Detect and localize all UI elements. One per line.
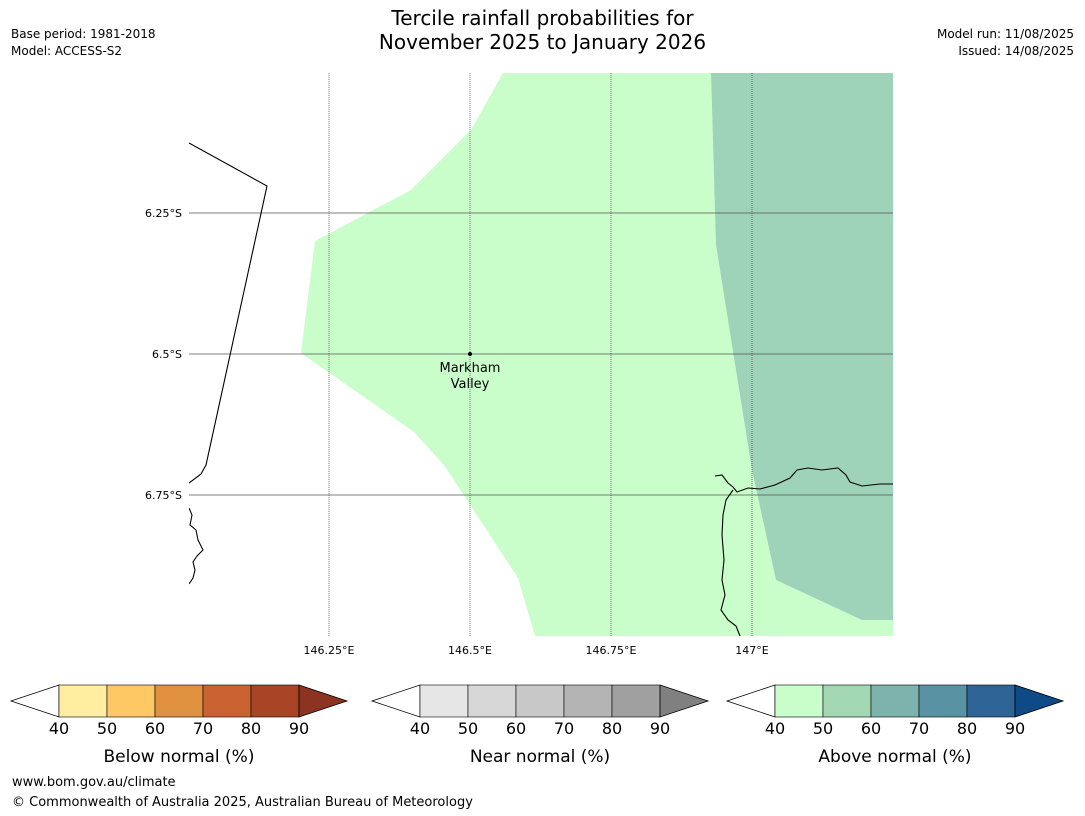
colorbar-segment (611, 684, 661, 718)
colorbar-tick-label: 90 (289, 719, 309, 738)
colorbar-title: Below normal (%) (104, 747, 255, 767)
lat-label-6-75: 6.75°S (145, 489, 182, 502)
coastlines (189, 142, 893, 636)
colorbar-segment (106, 684, 156, 718)
colorbar-segment (250, 684, 300, 718)
issued-date: Issued: 14/08/2025 (958, 44, 1074, 58)
model-name: Model: ACCESS-S2 (11, 44, 123, 58)
colorbar-above-normal: 40 50 60 70 80 90 Above normal (%) (725, 684, 1065, 767)
colorbar-tick-label: 70 (554, 719, 574, 738)
colorbar-tick-label: 40 (410, 719, 430, 738)
colorbar-tick-label: 60 (861, 719, 881, 738)
colorbar-near-normal: 40 50 60 70 80 90 Near normal (%) (370, 684, 710, 767)
colorbar-below-normal: 40 50 60 70 80 90 Below normal (%) (9, 684, 349, 767)
colorbar-segment (918, 684, 968, 718)
colorbar-extend-high (659, 684, 710, 718)
colorbar-segment (966, 684, 1016, 718)
colorbar-segment (154, 684, 204, 718)
colorbar-segment (822, 684, 872, 718)
place-label-line-1: Markham (440, 361, 501, 376)
map-area (189, 73, 893, 636)
colorbar-tick-label: 80 (602, 719, 622, 738)
colorbar-segment (870, 684, 920, 718)
colorbar-segment (419, 684, 469, 718)
model-run: Model run: 11/08/2025 (936, 27, 1074, 41)
gridlines (189, 73, 893, 636)
colorbar-tick-label: 60 (145, 719, 165, 738)
colorbar-tick-label: 80 (957, 719, 977, 738)
colorbar-tick-label: 50 (458, 719, 478, 738)
place-marker (468, 352, 472, 356)
colorbar-tick-label: 60 (506, 719, 526, 738)
colorbar-segment (563, 684, 613, 718)
colorbar-segment (202, 684, 252, 718)
footer-copyright: © Commonwealth of Australia 2025, Austra… (12, 795, 473, 810)
region-above-50-60 (711, 73, 893, 620)
meta-left: Base period: 1981-2018 Model: ACCESS-S2 (11, 26, 156, 60)
colorbar-segment (774, 684, 824, 718)
colorbar-tick-label: 90 (1005, 719, 1025, 738)
coastline-huon-gulf (714, 467, 893, 493)
colorbar-tick-label: 70 (909, 719, 929, 738)
colorbar-segment (58, 684, 108, 718)
lon-label-146-25: 146.25°E (304, 644, 355, 657)
border-line (189, 142, 268, 484)
colorbar-tick-label: 40 (49, 719, 69, 738)
river-markham (720, 489, 741, 636)
title-line-2: November 2025 to January 2026 (378, 30, 707, 54)
colorbar-extend-high (298, 684, 349, 718)
colorbar-title: Near normal (%) (470, 747, 610, 767)
colorbar-tick-label: 50 (813, 719, 833, 738)
colorbar-tick-label: 90 (650, 719, 670, 738)
title-line-1: Tercile rainfall probabilities for (391, 6, 694, 30)
page-title: Tercile rainfall probabilities for Novem… (0, 6, 1085, 54)
colorbar-tick-label: 40 (765, 719, 785, 738)
lat-label-6-25: 6.25°S (145, 207, 182, 220)
base-period: Base period: 1981-2018 (11, 27, 156, 41)
place-label-line-2: Valley (451, 377, 490, 392)
lon-label-146-5: 146.5°E (448, 644, 492, 657)
footer-url: www.bom.gov.au/climate (12, 775, 176, 790)
colorbar-tick-label: 50 (97, 719, 117, 738)
colorbar-tick-label: 70 (193, 719, 213, 738)
lon-label-146-75: 146.75°E (586, 644, 637, 657)
colorbar-tick-label: 80 (241, 719, 261, 738)
colorbar-extend-high (1014, 684, 1065, 718)
rainfall-map: Markham Valley 6.25°S 6.5°S 6.75°S 146.2… (145, 73, 893, 657)
colorbar-extend-low (370, 684, 421, 718)
colorbar-extend-low (9, 684, 60, 718)
coastline-west (189, 507, 204, 585)
colorbar-extend-low (725, 684, 776, 718)
colorbar-title: Above normal (%) (818, 747, 971, 767)
colorbar-legends: 40 50 60 70 80 90 Below normal (%) 40 50 60 70 80 9… (9, 684, 1065, 767)
lon-label-147: 147°E (735, 644, 768, 657)
lat-label-6-5: 6.5°S (152, 348, 182, 361)
meta-right: Model run: 11/08/2025 Issued: 14/08/2025 (937, 26, 1074, 60)
colorbar-segment (515, 684, 565, 718)
colorbar-segment (467, 684, 517, 718)
